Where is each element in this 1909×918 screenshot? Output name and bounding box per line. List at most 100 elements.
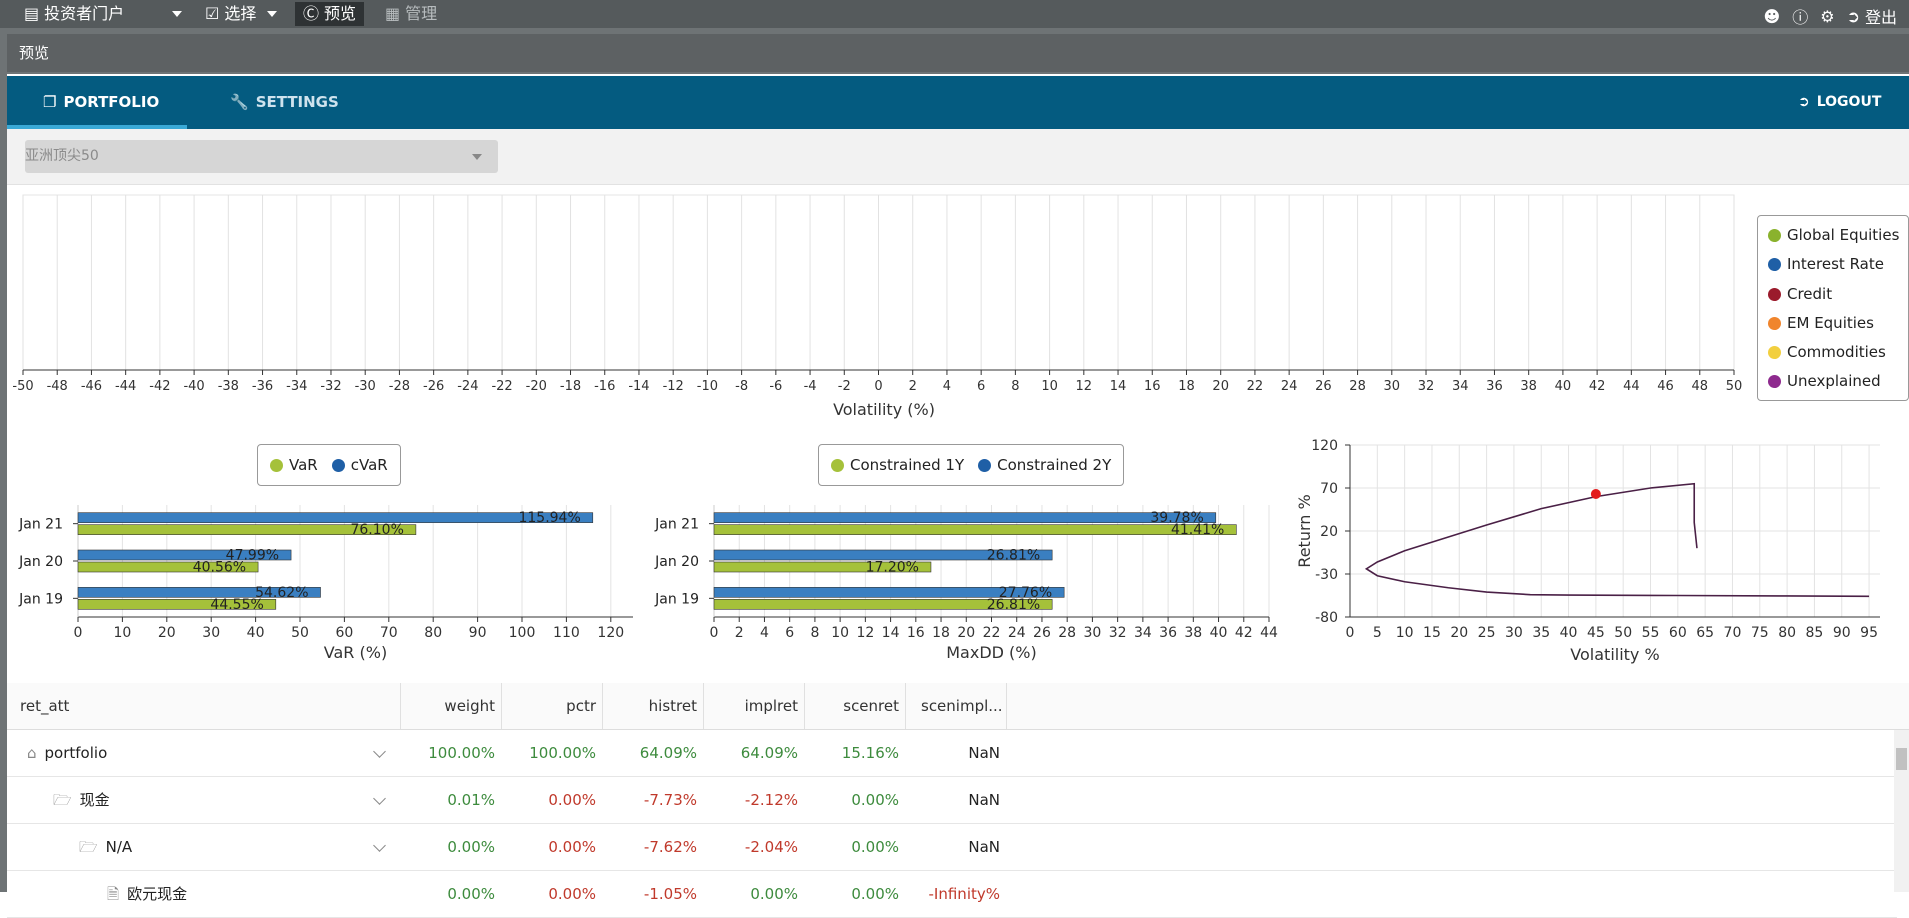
legend-item-interest-rate[interactable]: Interest Rate [1768,255,1884,273]
x-tick-label: -30 [355,379,376,394]
x-tick-label: -18 [560,379,581,394]
x-tick-label: 24 [1008,625,1026,641]
info-icon[interactable]: ⓘ [1792,8,1809,27]
bar[interactable] [713,549,1053,561]
table-scrollbar-thumb[interactable] [1896,748,1907,770]
select-menu-label: 选择 [224,4,257,23]
cell-histret: -7.73% [643,791,697,809]
table-row[interactable]: ⌂ portfolio 100.00% 100.00% 64.09% 64.09… [7,730,1897,777]
x-tick-label: 40 [1560,625,1578,641]
cell-histret: -7.62% [643,838,697,856]
cell-weight: 0.00% [447,838,495,856]
x-tick-label: 30 [1505,625,1523,641]
bar-data-label: 40.56% [193,560,246,576]
column-header-scenret[interactable]: scenret [843,697,899,715]
legend-item-credit[interactable]: Credit [1768,285,1832,303]
column-divider [501,683,502,729]
x-tick-label: 8 [1011,379,1019,394]
x-tick-label: 30 [202,625,220,641]
x-tick-label: 48 [1692,379,1709,394]
table-row[interactable]: 🗎 欧元现金 0.00% 0.00% -1.05% 0.00% 0.00% -I… [7,871,1897,918]
x-tick-label: 15 [1423,625,1441,641]
legend-item-constrained-2y[interactable]: Constrained 2Y [978,456,1111,474]
x-tick-label: 26 [1315,379,1332,394]
x-tick-label: 70 [380,625,398,641]
portfolio-point[interactable] [1590,489,1601,500]
table-row[interactable]: 🗁 现金 0.01% 0.00% -7.73% -2.12% 0.00% NaN [7,777,1897,824]
row-name: 现金 [79,791,110,809]
cell-pctr: 100.00% [529,744,596,762]
legend-item-var[interactable]: VaR [270,456,318,474]
legend-item-commodities[interactable]: Commodities [1768,343,1886,361]
tab-portfolio[interactable]: ❐ PORTFOLIO [43,76,159,129]
bar[interactable] [713,561,932,573]
x-axis-label: MaxDD (%) [946,643,1037,662]
logout-link[interactable]: ➲ 登出 [1847,4,1897,28]
preview-menu[interactable]: Ⓒ 预览 [295,2,365,26]
portal-menu-label: 投资者门户 [44,4,125,23]
column-header-ret-att[interactable]: ret_att [20,697,70,715]
legend-label: Constrained 2Y [997,456,1112,474]
column-header-implret[interactable]: implret [744,697,798,715]
x-tick-label: 28 [1349,379,1366,394]
x-tick-label: 40 [1555,379,1572,394]
gear-icon[interactable]: ⚙ [1820,6,1835,26]
bar[interactable] [77,524,417,535]
caret-down-icon [172,11,182,17]
select-menu[interactable]: ☑ 选择 [205,3,278,25]
table-scrollbar[interactable] [1894,730,1909,892]
legend-item-global-equities[interactable]: Global Equities [1768,226,1899,244]
navbar-logout-button[interactable]: ➲ LOGOUT [1798,76,1881,129]
bar[interactable] [77,587,321,598]
table-header: ret_att weight pctr histret implret scen… [7,683,1909,730]
column-header-scenimpl[interactable]: scenimpl... [921,697,1003,715]
legend-item-cvar[interactable]: cVaR [331,456,388,474]
cell-weight: 0.00% [447,885,495,903]
x-tick-label: 50 [1614,625,1632,641]
bar[interactable] [77,599,277,610]
chevron-down-icon[interactable] [373,792,386,805]
column-header-weight[interactable]: weight [444,697,495,715]
cell-implret: 0.00% [750,885,798,903]
sign-out-icon: ➲ [1846,6,1860,26]
volatility-x-ticks: -50 -48 -46 -44 -42 -40 -38 -36 -34 -32 -30 -28 -26-… [12,370,1742,394]
portfolio-select[interactable]: 亚洲顶尖50 [25,140,498,173]
portal-dropdown-toggle[interactable] [166,3,182,25]
chevron-down-icon[interactable] [373,839,386,852]
var-chart-legend: VaR cVaR [257,444,401,486]
x-tick-label: 80 [424,625,442,641]
legend-label: Unexplained [1787,372,1881,390]
legend-item-constrained-1y[interactable]: Constrained 1Y [831,456,964,474]
legend-item-unexplained[interactable]: Unexplained [1768,372,1881,390]
table-row[interactable]: 🗁 N/A 0.00% 0.00% -7.62% -2.04% 0.00% Na… [7,824,1897,871]
chevron-down-icon [472,154,482,160]
column-header-pctr[interactable]: pctr [566,697,596,715]
column-header-histret[interactable]: histret [648,697,697,715]
x-tick-label: 22 [983,625,1001,641]
x-tick-label: 85 [1806,625,1824,641]
bar[interactable] [713,512,1217,523]
chevron-down-icon[interactable] [373,745,386,758]
admin-menu[interactable]: ▦ 管理 [385,3,437,25]
legend-item-em-equities[interactable]: EM Equities [1768,314,1874,332]
x-tick-label: -36 [252,379,273,394]
row-name-cell: ⌂ portfolio [27,730,107,776]
user-icon[interactable]: ☻ [1763,6,1781,26]
portal-menu[interactable]: ▤ 投资者门户 [24,3,124,25]
bar[interactable] [77,561,259,573]
bar[interactable] [713,599,1053,610]
bar[interactable] [77,549,292,561]
x-tick-label: 35 [1532,625,1550,641]
bar[interactable] [713,524,1237,535]
row-name: portfolio [44,744,108,762]
bar[interactable] [713,587,1065,598]
y-tick-label: 20 [1320,524,1338,540]
x-tick-label: 14 [882,625,900,641]
x-tick-label: -10 [697,379,718,394]
tab-settings[interactable]: 🔧 SETTINGS [230,76,339,129]
row-name-cell: 🗎 欧元现金 [107,871,187,917]
folder-icon: 🗁 [53,791,72,809]
bar[interactable] [77,512,594,523]
x-tick-label: 18 [1178,379,1195,394]
x-tick-label: -42 [149,379,170,394]
